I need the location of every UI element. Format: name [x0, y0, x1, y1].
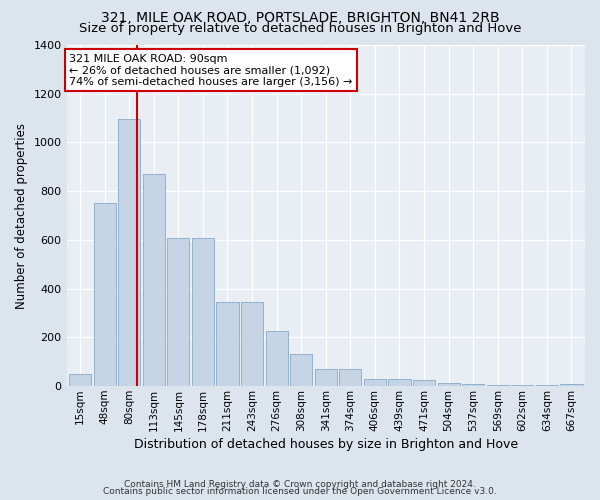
Bar: [364, 379, 386, 386]
Text: Contains HM Land Registry data © Crown copyright and database right 2024.: Contains HM Land Registry data © Crown c…: [124, 480, 476, 489]
Bar: [487, 385, 509, 386]
Bar: [536, 385, 558, 386]
Text: Size of property relative to detached houses in Brighton and Hove: Size of property relative to detached ho…: [79, 22, 521, 35]
Bar: [143, 174, 165, 386]
Bar: [266, 332, 287, 386]
Bar: [118, 120, 140, 386]
Bar: [192, 238, 214, 386]
Bar: [241, 302, 263, 386]
Bar: [462, 384, 484, 386]
Bar: [290, 354, 312, 386]
Bar: [167, 238, 190, 386]
Text: 321 MILE OAK ROAD: 90sqm
← 26% of detached houses are smaller (1,092)
74% of sem: 321 MILE OAK ROAD: 90sqm ← 26% of detach…: [69, 54, 353, 86]
Bar: [217, 302, 239, 386]
Bar: [69, 374, 91, 386]
Bar: [315, 369, 337, 386]
Bar: [437, 383, 460, 386]
X-axis label: Distribution of detached houses by size in Brighton and Hove: Distribution of detached houses by size …: [134, 438, 518, 451]
Bar: [560, 384, 583, 386]
Bar: [413, 380, 435, 386]
Text: Contains public sector information licensed under the Open Government Licence v3: Contains public sector information licen…: [103, 488, 497, 496]
Text: 321, MILE OAK ROAD, PORTSLADE, BRIGHTON, BN41 2RB: 321, MILE OAK ROAD, PORTSLADE, BRIGHTON,…: [101, 11, 499, 25]
Y-axis label: Number of detached properties: Number of detached properties: [15, 122, 28, 308]
Bar: [388, 379, 410, 386]
Bar: [94, 204, 116, 386]
Bar: [511, 385, 533, 386]
Bar: [339, 369, 361, 386]
